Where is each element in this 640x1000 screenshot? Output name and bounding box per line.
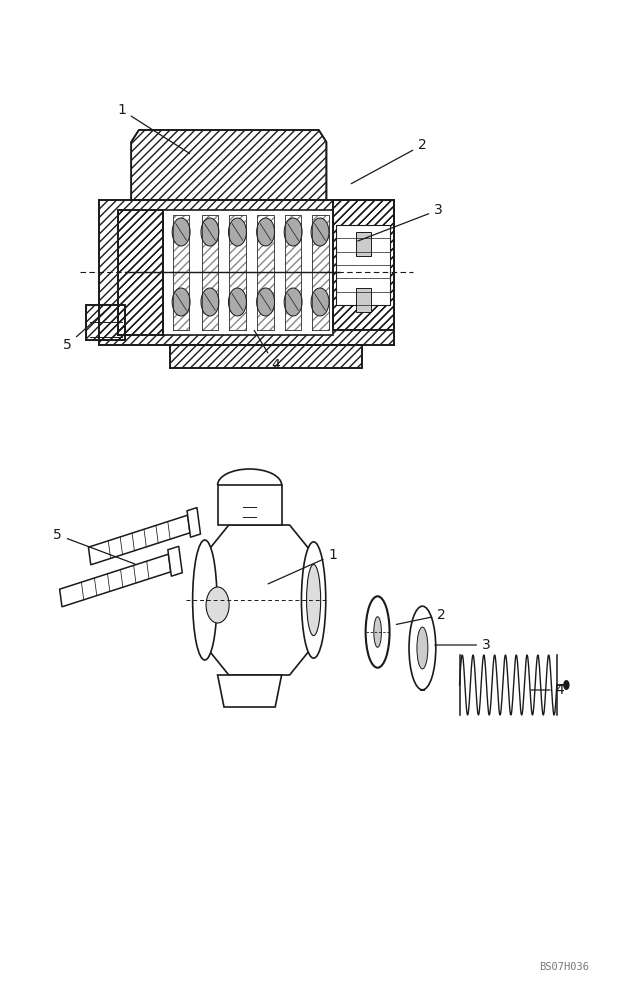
Circle shape <box>284 218 302 246</box>
Circle shape <box>284 288 302 316</box>
Text: 2: 2 <box>351 138 427 184</box>
Circle shape <box>311 288 329 316</box>
Circle shape <box>201 288 219 316</box>
Text: 1: 1 <box>268 548 337 584</box>
Text: BS07H036: BS07H036 <box>539 962 589 972</box>
Ellipse shape <box>307 564 321 636</box>
Ellipse shape <box>301 542 326 658</box>
Text: 5: 5 <box>53 528 135 564</box>
Circle shape <box>172 218 190 246</box>
Polygon shape <box>218 485 282 525</box>
Text: 5: 5 <box>63 307 110 352</box>
Text: 3: 3 <box>435 638 491 652</box>
Circle shape <box>563 680 570 690</box>
Polygon shape <box>198 525 320 675</box>
Polygon shape <box>356 288 371 312</box>
Text: 4: 4 <box>531 683 564 697</box>
Ellipse shape <box>409 606 436 690</box>
Polygon shape <box>163 210 333 335</box>
Circle shape <box>311 218 329 246</box>
Polygon shape <box>336 225 390 305</box>
Circle shape <box>206 587 229 623</box>
Polygon shape <box>218 675 282 707</box>
Text: 4: 4 <box>254 330 280 372</box>
Circle shape <box>201 218 219 246</box>
Ellipse shape <box>417 627 428 669</box>
Text: 1: 1 <box>117 103 189 154</box>
Polygon shape <box>60 554 171 607</box>
Text: 3: 3 <box>358 203 443 241</box>
Text: 2: 2 <box>396 608 446 624</box>
Polygon shape <box>187 508 200 537</box>
Circle shape <box>172 288 190 316</box>
Polygon shape <box>356 232 371 256</box>
Circle shape <box>228 218 246 246</box>
Ellipse shape <box>374 617 381 647</box>
Polygon shape <box>88 515 190 565</box>
Circle shape <box>228 288 246 316</box>
Circle shape <box>257 218 275 246</box>
Polygon shape <box>168 546 182 576</box>
Ellipse shape <box>365 596 390 668</box>
Circle shape <box>257 288 275 316</box>
Ellipse shape <box>193 540 217 660</box>
